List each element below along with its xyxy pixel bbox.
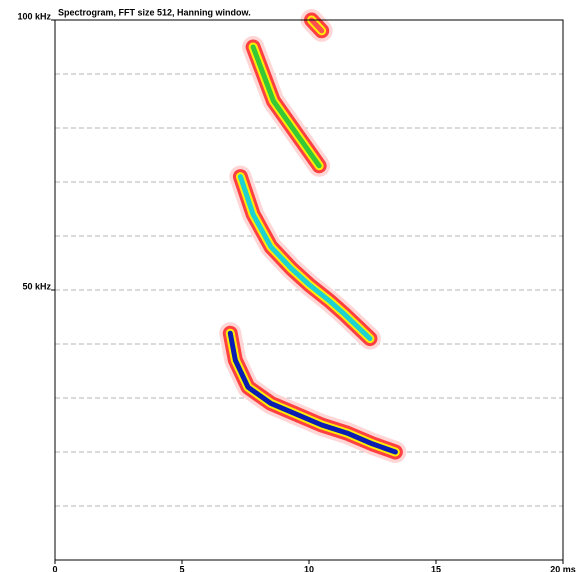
spectral-ridge: [237, 174, 373, 342]
x-tick-label: 10: [304, 564, 314, 572]
chart-title: Spectrogram, FFT size 512, Hanning windo…: [58, 7, 251, 17]
spectral-ridge: [309, 17, 325, 34]
x-tick-label: 0: [52, 564, 57, 572]
x-tick-label: 5: [179, 564, 184, 572]
y-tick-label: 100 kHz: [17, 11, 51, 21]
x-tick-label: 20 ms: [550, 564, 576, 572]
y-tick-label: 50 kHz: [22, 281, 51, 291]
x-tick-label: 15: [431, 564, 441, 572]
spectral-ridge: [227, 330, 398, 455]
spectral-ridge: [250, 44, 322, 169]
